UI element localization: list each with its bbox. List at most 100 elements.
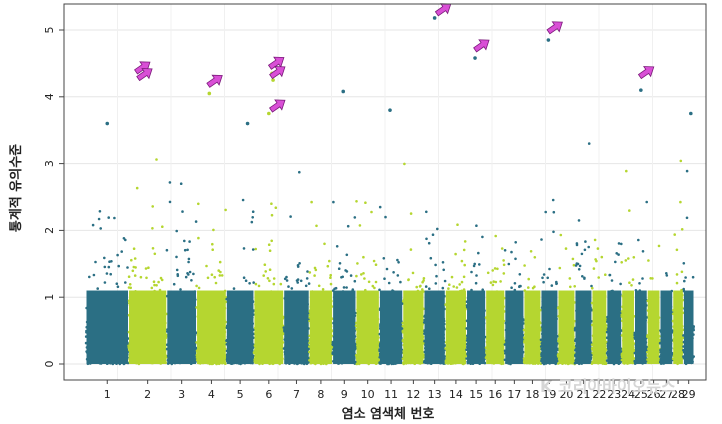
snp-band	[445, 290, 467, 364]
snp-band	[592, 290, 607, 364]
chromosome-25-points	[633, 200, 649, 365]
top-snp-point	[271, 78, 275, 82]
x-tick-label: 9	[341, 388, 348, 401]
x-tick-label: 18	[525, 388, 539, 401]
x-tick-label: 3	[178, 388, 185, 401]
x-tick-label: 27	[659, 388, 673, 401]
snp-band	[467, 290, 486, 364]
watermark-logo: K 코리아바이오뉴스	[540, 377, 676, 396]
chromosome-6-points	[252, 202, 285, 366]
top-snp-point	[207, 91, 212, 96]
chromosome-9-points	[331, 200, 358, 365]
x-tick-label: 19	[542, 388, 556, 401]
chromosome-14-points	[444, 223, 468, 366]
chromosome-11-points	[378, 205, 404, 366]
top-snp-point	[388, 108, 392, 112]
y-tick-label: 4	[43, 93, 56, 100]
x-tick-label: 26	[647, 388, 661, 401]
snp-band	[486, 290, 505, 364]
chromosome-26-points	[646, 244, 662, 365]
x-tick-label: 17	[507, 388, 521, 401]
snp-band	[197, 290, 226, 364]
highlight-arrow	[473, 39, 490, 53]
x-axis-title: 염소 염색체 번호	[342, 406, 435, 422]
snp-band	[558, 290, 575, 364]
x-tick-label: 20	[559, 388, 573, 401]
x-tick-label: 12	[406, 388, 420, 401]
y-tick-label: 2	[43, 227, 56, 234]
snp-band	[379, 290, 403, 364]
snp-band	[254, 290, 284, 364]
plot-frame	[63, 3, 707, 381]
x-tick-label: 10	[361, 388, 375, 401]
y-tick-label: 3	[43, 160, 56, 167]
snp-band	[86, 290, 129, 364]
snp-band	[403, 290, 424, 364]
snp-band	[660, 290, 673, 364]
top-snp-point	[105, 121, 110, 126]
snp-band	[607, 290, 622, 364]
chromosome-16-points	[484, 234, 507, 366]
top-snp-point	[245, 121, 250, 126]
highlight-arrow	[546, 21, 563, 35]
snp-band	[129, 290, 167, 364]
chromosome-13-points	[422, 210, 447, 365]
chromosome-2-points	[127, 158, 169, 366]
x-tick-label: 4	[208, 388, 215, 401]
snp-band	[167, 290, 197, 364]
x-tick-label: 11	[384, 388, 398, 401]
chromosome-21-points	[573, 142, 594, 366]
snp-band	[541, 290, 558, 364]
highlight-arrow	[637, 66, 655, 80]
highlight-arrow	[206, 74, 223, 88]
x-tick-label: 5	[237, 388, 244, 401]
y-tick-label: 5	[43, 27, 56, 34]
top-snp-point	[473, 56, 477, 60]
snp-band	[505, 290, 524, 364]
top-snp-point	[432, 16, 437, 20]
top-snp-point	[341, 89, 346, 94]
highlight-arrow	[434, 3, 452, 17]
x-tick-label: 24	[621, 388, 635, 401]
snp-band	[226, 290, 254, 364]
chromosome-24-points	[620, 169, 636, 365]
chromosome-10-points	[354, 200, 381, 366]
snp-band	[284, 290, 309, 364]
x-tick-label: 22	[592, 388, 606, 401]
axes	[63, 3, 707, 381]
chromosome-17-points	[503, 241, 526, 366]
x-tick-label: 14	[449, 388, 463, 401]
chromosome-23-points	[605, 242, 624, 366]
x-tick-label: 1	[104, 388, 111, 401]
top-snp-point	[639, 88, 643, 92]
highlight-arrow	[267, 56, 285, 70]
snp-band	[309, 290, 333, 364]
snp-band	[424, 290, 445, 364]
chromosome-29-points	[682, 169, 696, 366]
y-tick-labels: 0 1 2 3 4 5	[43, 27, 64, 368]
highlight-arrow	[136, 68, 153, 82]
chromosome-15-points	[465, 224, 487, 365]
snp-points	[84, 16, 696, 366]
y-axis-title: 통계적 유의수준	[8, 144, 24, 232]
x-tick-label: 8	[317, 388, 324, 401]
x-tick-label: 25	[634, 388, 648, 401]
top-snp-point	[546, 38, 551, 42]
chromosome-8-points	[308, 200, 334, 366]
snp-band	[683, 290, 694, 364]
chromosome-3-points	[165, 181, 198, 366]
x-tick-labels: 1 2 3 4 5 6 7 8 9 10 11 12 13 14 15 16 17 18 19 20 21 22 23 242…	[104, 380, 696, 401]
snp-band	[647, 290, 660, 364]
snp-band	[333, 290, 356, 364]
snp-band	[634, 290, 647, 364]
top-snp-point	[689, 111, 693, 116]
chromosome-27-points	[658, 272, 675, 365]
x-tick-label: 6	[265, 388, 272, 401]
chromosome-19-points	[539, 198, 560, 366]
chromosome-12-points	[401, 162, 426, 366]
chromosome-5-points	[225, 198, 256, 366]
x-tick-label: 28	[671, 388, 685, 401]
chromosome-20-points	[556, 233, 577, 366]
x-tick-label: 29	[682, 388, 696, 401]
x-tick-label: 15	[469, 388, 483, 401]
